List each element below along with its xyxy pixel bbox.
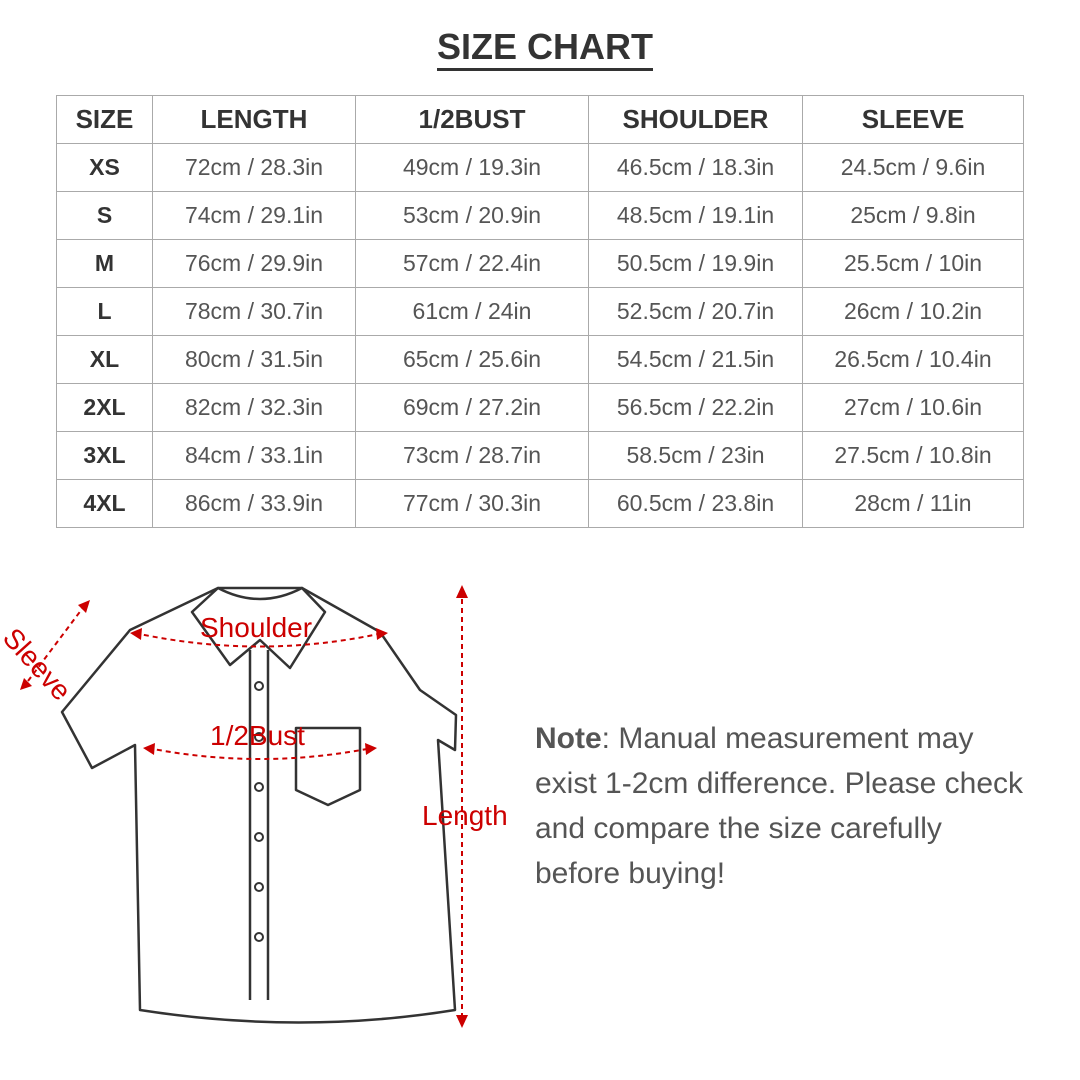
shirt-pocket <box>294 726 362 807</box>
shirt-diagram <box>20 585 468 1028</box>
measurement-cell: 60.5cm / 23.8in <box>588 479 803 528</box>
size-cell: 2XL <box>56 383 153 432</box>
measurement-lines <box>24 590 463 1025</box>
measurement-cell: 49cm / 19.3in <box>355 143 589 192</box>
header-sleeve: SLEEVE <box>802 95 1024 144</box>
measurement-cell: 58.5cm / 23in <box>588 431 803 480</box>
measurement-cell: 25cm / 9.8in <box>802 191 1024 240</box>
measurement-cell: 54.5cm / 21.5in <box>588 335 803 384</box>
measurement-cell: 78cm / 30.7in <box>152 287 356 336</box>
note-text: : Manual measurement may exist 1-2cm dif… <box>535 722 1024 890</box>
measurement-cell: 72cm / 28.3in <box>152 143 356 192</box>
size-cell: 4XL <box>56 479 153 528</box>
measurement-cell: 57cm / 22.4in <box>355 239 589 288</box>
measurement-cell: 73cm / 28.7in <box>355 431 589 480</box>
measurement-cell: 77cm / 30.3in <box>355 479 589 528</box>
measurement-cell: 86cm / 33.9in <box>152 479 356 528</box>
size-cell: S <box>56 191 153 240</box>
size-cell: 3XL <box>56 431 153 480</box>
measurement-cell: 74cm / 29.1in <box>152 191 356 240</box>
size-cell: XS <box>56 143 153 192</box>
measurement-cell: 50.5cm / 19.9in <box>588 239 803 288</box>
measurement-cell: 76cm / 29.9in <box>152 239 356 288</box>
note-label: Note <box>535 722 602 755</box>
size-cell: XL <box>56 335 153 384</box>
measurement-cell: 56.5cm / 22.2in <box>588 383 803 432</box>
table-row: S 74cm / 29.1in 53cm / 20.9in 48.5cm / 19.1… <box>56 191 1024 240</box>
table-row: XL 80cm / 31.5in 65cm / 25.6in 54.5cm / 21.… <box>56 335 1024 384</box>
header-bust: 1/2BUST <box>355 95 589 144</box>
measurement-cell: 46.5cm / 18.3in <box>588 143 803 192</box>
table-row: XS 72cm / 28.3in 49cm / 19.3in 46.5cm / 18.… <box>56 143 1024 192</box>
measurement-cell: 80cm / 31.5in <box>152 335 356 384</box>
arrow-heads <box>20 585 468 1028</box>
sleeve-line <box>24 604 86 686</box>
measurement-cell: 52.5cm / 20.7in <box>588 287 803 336</box>
measurement-cell: 53cm / 20.9in <box>355 191 589 240</box>
note: Note: Manual measurement may exist 1-2cm… <box>535 716 1035 896</box>
measurement-cell: 61cm / 24in <box>355 287 589 336</box>
measurement-cell: 65cm / 25.6in <box>355 335 589 384</box>
measurement-cell: 25.5cm / 10in <box>802 239 1024 288</box>
measurement-cell: 26.5cm / 10.4in <box>802 335 1024 384</box>
measurement-cell: 26cm / 10.2in <box>802 287 1024 336</box>
bust-line <box>147 747 373 760</box>
page-title: SIZE CHART <box>0 26 1080 71</box>
measurement-cell: 84cm / 33.1in <box>152 431 356 480</box>
measurement-cell: 82cm / 32.3in <box>152 383 356 432</box>
header-size: SIZE <box>56 95 153 144</box>
measurement-cell: 69cm / 27.2in <box>355 383 589 432</box>
measurement-cell: 24.5cm / 9.6in <box>802 143 1024 192</box>
table-header-row: SIZE LENGTH 1/2BUST SHOULDER SLEEVE <box>56 95 1024 144</box>
measurement-cell: 48.5cm / 19.1in <box>588 191 803 240</box>
header-length: LENGTH <box>152 95 356 144</box>
size-cell: M <box>56 239 153 288</box>
measurement-cell: 28cm / 11in <box>802 479 1024 528</box>
length-label: Length <box>422 800 508 831</box>
shirt-body <box>60 586 458 1024</box>
table-row: 4XL 86cm / 33.9in 77cm / 30.3in 60.5cm / 23… <box>56 479 1024 528</box>
bust-label: 1/2Bust <box>210 720 305 751</box>
measurement-cell: 27.5cm / 10.8in <box>802 431 1024 480</box>
table-row: 2XL 82cm / 32.3in 69cm / 27.2in 56.5cm / 22… <box>56 383 1024 432</box>
shoulder-label: Shoulder <box>200 612 313 643</box>
shoulder-line <box>134 632 384 648</box>
table-row: M 76cm / 29.9in 57cm / 22.4in 50.5cm / 19.9… <box>56 239 1024 288</box>
buttons <box>254 681 264 942</box>
shirt-collar <box>190 586 327 670</box>
table-row: 3XL 84cm / 33.1in 73cm / 28.7in 58.5cm / 23… <box>56 431 1024 480</box>
measurement-cell: 27cm / 10.6in <box>802 383 1024 432</box>
size-table: SIZE LENGTH 1/2BUST SHOULDER SLEEVE XS 72… <box>56 95 1024 528</box>
size-cell: L <box>56 287 153 336</box>
header-shoulder: SHOULDER <box>588 95 803 144</box>
table-row: L 78cm / 30.7in 61cm / 24in 52.5cm / 20.7in… <box>56 287 1024 336</box>
